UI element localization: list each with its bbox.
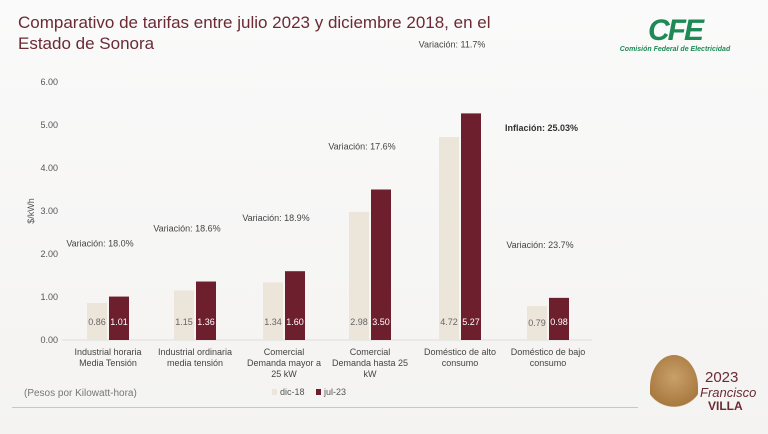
y-tick-label: 4.00 [40,163,58,173]
x-tick-label: Doméstico de bajo [511,347,586,357]
data-label: 1.01 [110,317,128,327]
x-tick-label: Demanda mayor a [247,358,321,368]
bar-dic-18 [263,282,283,340]
x-tick-label: Industrial ordinaria [158,347,232,357]
badge-name: Francisco [700,385,757,400]
data-label: 1.15 [175,317,193,327]
y-tick-label: 6.00 [40,77,58,87]
x-tick-label: Demanda hasta 25 [332,358,408,368]
x-tick-label: Industrial horaria [74,347,141,357]
y-tick-label: 1.00 [40,292,58,302]
y-tick-label: 0.00 [40,335,58,345]
variation-annotation: Variación: 18.6% [153,224,220,234]
y-tick-label: 5.00 [40,120,58,130]
variation-annotation: Variación: 18.0% [66,239,133,249]
x-tick-label: Doméstico de alto [424,347,496,357]
logo-text: CFE [648,14,704,47]
legend-swatch [272,389,277,395]
inflation-annotation: Inflación: 25.03% [505,123,578,133]
x-tick-label: Comercial [264,347,305,357]
cfe-logo: CFE Comisión Federal de Electricidad [610,14,740,54]
x-tick-label: consumo [442,358,479,368]
data-label: 3.50 [372,317,390,327]
legend-label: jul-23 [323,387,346,397]
x-tick-label: Media Tensión [79,358,137,368]
data-label: 0.79 [528,318,546,328]
divider [12,407,638,408]
x-tick-label: consumo [530,358,567,368]
bar-jul-23 [371,189,391,340]
bar-jul-23 [109,296,129,340]
bar-jul-23 [461,113,481,340]
y-axis-label: $/kWh [26,198,36,224]
badge-year: 2023 [705,369,739,386]
data-label: 1.36 [197,317,215,327]
badge-surname: VILLA [708,399,743,413]
variation-annotation: Variación: 18.9% [242,213,309,223]
bar-dic-18 [527,306,547,340]
y-tick-label: 3.00 [40,206,58,216]
data-label: 1.60 [286,317,304,327]
page-title: Comparativo de tarifas entre julio 2023 … [18,13,491,53]
legend-swatch [316,389,321,395]
bar-dic-18 [87,303,107,340]
data-label: 2.98 [350,317,368,327]
bar-dic-18 [349,211,369,340]
data-label: 0.86 [88,317,106,327]
x-tick-label: Comercial [350,347,391,357]
x-tick-label: 25 kW [271,369,297,379]
units-note: (Pesos por Kilowatt-hora) [24,388,137,399]
data-label: 1.34 [264,317,282,327]
variation-annotation: Variación: 17.6% [328,142,395,152]
y-tick-label: 2.00 [40,249,58,259]
legend-label: dic-18 [280,387,305,397]
francisco-villa-badge: 2023 Francisco VILLA [650,355,760,425]
bar-dic-18 [439,137,459,340]
bar-jul-23 [196,281,216,340]
data-label: 0.98 [550,317,568,327]
logo-subtext: Comisión Federal de Electricidad [619,46,731,53]
x-tick-label: media tensión [167,358,223,368]
bar-jul-23 [285,271,305,340]
variation-annotation: Variación: 11.7% [419,39,486,49]
data-label: 4.72 [440,317,458,327]
variation-annotation: Variación: 23.7% [506,240,573,250]
bar-dic-18 [174,290,194,340]
x-tick-label: kW [364,369,378,379]
data-label: 5.27 [462,317,480,327]
portrait-icon [650,355,698,419]
bar-jul-23 [549,297,569,340]
